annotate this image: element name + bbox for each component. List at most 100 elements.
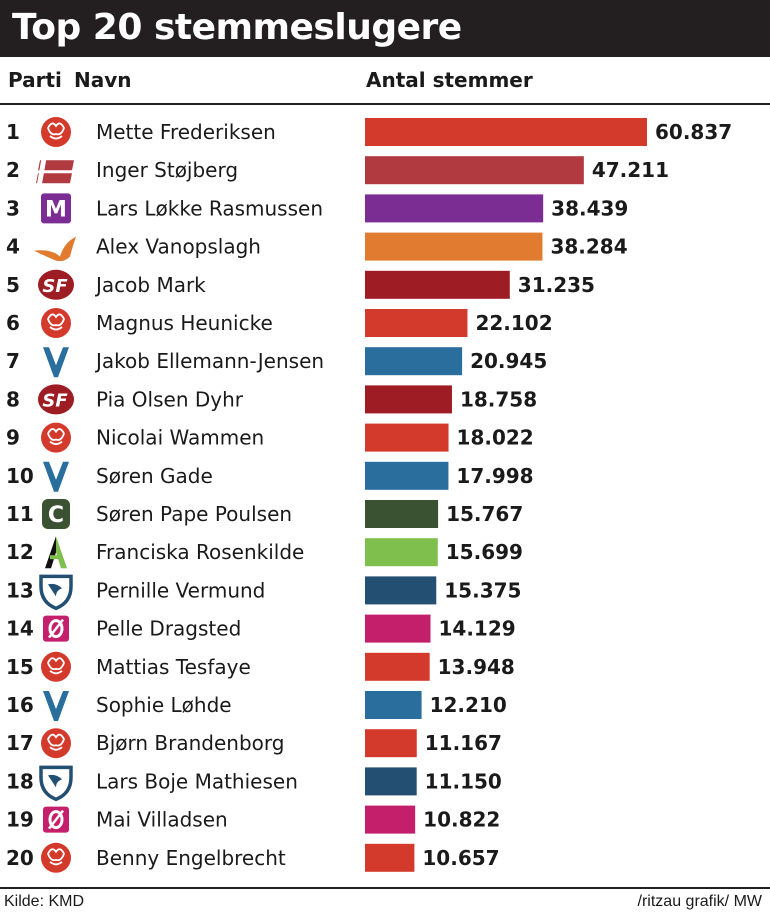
value-label: 10.822 — [423, 808, 500, 832]
bar — [365, 423, 449, 452]
rank-label: 3 — [6, 196, 20, 220]
bar-chart: 1 Mette Frederiksen 60.837 2 Inger Støjberg 4… — [6, 117, 732, 873]
danmarksdemokraterne-flag-icon — [36, 159, 74, 185]
bar — [365, 500, 439, 528]
bar-row: 11 C Søren Pape Poulsen 15.767 — [6, 499, 523, 529]
bar — [365, 385, 452, 414]
value-label: 11.167 — [425, 731, 502, 755]
bar — [365, 614, 431, 643]
liberal-alliance-bird-icon — [34, 236, 76, 262]
votes-column-header: Antal stemmer — [366, 68, 533, 92]
rank-label: 12 — [6, 540, 34, 564]
candidate-name: Alex Vanopslagh — [96, 235, 261, 259]
candidate-name: Jacob Mark — [94, 273, 206, 297]
value-label: 60.837 — [655, 120, 732, 144]
venstre-v-icon — [43, 347, 69, 378]
bar-row: 13 Pernille Vermund 15.375 — [6, 574, 521, 611]
bar — [365, 652, 430, 681]
bar-row: 17 Bjørn Brandenborg 11.167 — [6, 728, 502, 759]
candidate-name: Pernille Vermund — [96, 578, 265, 602]
candidate-name: Bjørn Brandenborg — [96, 731, 284, 755]
value-label: 15.767 — [446, 502, 523, 526]
bar — [365, 805, 416, 834]
value-label: 38.439 — [551, 196, 628, 220]
rank-label: 5 — [6, 273, 20, 297]
candidate-name: Magnus Heunicke — [96, 311, 273, 335]
bar-row: 14 Pelle Dragsted 14.129 — [6, 614, 516, 643]
value-label: 11.150 — [425, 769, 502, 793]
value-label: 31.235 — [518, 273, 595, 297]
rank-label: 13 — [6, 578, 34, 602]
value-label: 15.699 — [446, 540, 523, 564]
venstre-v-icon — [43, 691, 69, 721]
bar — [365, 156, 584, 185]
rank-label: 7 — [6, 349, 20, 373]
rank-label: 16 — [6, 693, 34, 717]
candidate-name: Søren Pape Poulsen — [96, 502, 292, 526]
svg-text:SF: SF — [42, 390, 68, 411]
bar-row: 20 Benny Engelbrecht 10.657 — [6, 842, 500, 873]
rank-label: 8 — [6, 387, 20, 411]
bar — [365, 576, 437, 605]
candidate-name: Sophie Løhde — [96, 693, 232, 717]
bar — [365, 270, 510, 299]
rank-label: 10 — [6, 464, 34, 488]
bar — [365, 194, 544, 223]
rank-label: 18 — [6, 769, 34, 793]
bar — [365, 767, 417, 796]
header-rule — [0, 103, 770, 105]
rose-icon — [41, 422, 71, 453]
name-column-header: Navn — [74, 68, 132, 92]
bar-row: 7 Jakob Ellemann-Jensen 20.945 — [6, 347, 547, 378]
value-label: 47.211 — [592, 158, 669, 182]
value-label: 15.375 — [444, 578, 521, 602]
rank-label: 15 — [6, 655, 34, 679]
rose-icon — [41, 651, 71, 682]
candidate-name: Mai Villadsen — [96, 808, 228, 832]
candidate-name: Lars Løkke Rasmussen — [96, 196, 323, 220]
source-note: Kilde: KMD — [4, 893, 85, 910]
bar-row: 4 Alex Vanopslagh 38.284 — [6, 232, 628, 262]
bar-row: 12 Franciska Rosenkilde 15.699 — [6, 536, 523, 569]
value-label: 14.129 — [438, 617, 515, 641]
bar — [365, 691, 422, 719]
sf-logo-icon: SF — [38, 384, 74, 415]
alternativet-a-icon — [45, 536, 67, 569]
rank-label: 17 — [6, 731, 34, 755]
rose-icon — [41, 842, 71, 873]
rank-label: 20 — [6, 846, 34, 870]
rank-label: 2 — [6, 158, 20, 182]
rose-icon — [41, 728, 71, 759]
value-label: 10.657 — [422, 846, 499, 870]
rose-icon — [41, 117, 71, 147]
bar — [365, 538, 438, 567]
bar — [365, 461, 449, 490]
chart-title: Top 20 stemmeslugere — [12, 7, 462, 48]
sf-logo-icon: SF — [38, 269, 74, 300]
party-column-header: Parti — [8, 68, 62, 92]
bar — [365, 347, 463, 376]
enhedslisten-o-icon — [43, 806, 69, 833]
rank-label: 1 — [6, 120, 20, 144]
rose-icon — [41, 308, 71, 338]
credit-note: /ritzau grafik/ MW — [637, 893, 762, 910]
value-label: 18.758 — [460, 387, 537, 411]
bar — [365, 232, 543, 261]
bar — [365, 118, 647, 146]
bar-row: 19 Mai Villadsen 10.822 — [6, 805, 500, 834]
bar-row: 15 Mattias Tesfaye 13.948 — [6, 651, 515, 682]
bar — [365, 843, 415, 872]
candidate-name: Lars Boje Mathiesen — [96, 769, 298, 793]
svg-text:C: C — [48, 503, 64, 528]
candidate-name: Jakob Ellemann-Jensen — [94, 349, 324, 373]
venstre-v-icon — [43, 461, 69, 492]
value-label: 22.102 — [475, 311, 552, 335]
konservative-c-icon: C — [42, 499, 70, 529]
bar-row: 16 Sophie Løhde 12.210 — [6, 691, 507, 721]
candidate-name: Mattias Tesfaye — [96, 655, 251, 679]
enhedslisten-o-icon — [43, 615, 69, 642]
candidate-name: Pelle Dragsted — [96, 617, 241, 641]
bar-row: 2 Inger Støjberg 47.211 — [6, 156, 669, 185]
rank-label: 4 — [6, 235, 20, 259]
rank-label: 6 — [6, 311, 20, 335]
